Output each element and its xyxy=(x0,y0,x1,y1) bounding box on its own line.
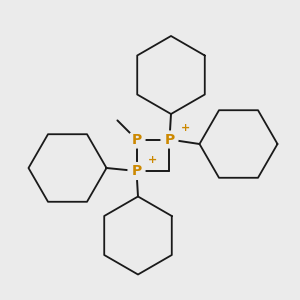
Text: +: + xyxy=(148,154,157,165)
Circle shape xyxy=(128,163,145,179)
Text: P: P xyxy=(131,133,142,146)
Circle shape xyxy=(128,131,145,148)
Text: +: + xyxy=(181,123,190,133)
Circle shape xyxy=(161,131,178,148)
Text: P: P xyxy=(131,164,142,178)
Text: P: P xyxy=(164,133,175,146)
